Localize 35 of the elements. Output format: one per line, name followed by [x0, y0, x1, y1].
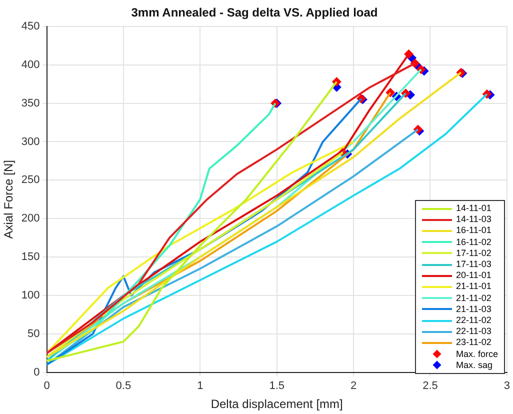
y-tick-label: 100	[21, 290, 40, 302]
legend-label: 21-11-02	[456, 292, 492, 304]
y-tick-label: 250	[21, 174, 40, 186]
legend-label: 22-11-02	[456, 314, 492, 326]
legend-label: 14-11-03	[456, 214, 492, 226]
legend-label: 14-11-01	[456, 202, 492, 214]
legend-label: 20-11-01	[456, 270, 492, 282]
legend-label: 21-11-03	[456, 304, 492, 315]
legend-label: 22-11-03	[456, 326, 492, 338]
y-tick-label: 50	[28, 328, 40, 340]
x-tick-label: 3	[504, 380, 510, 392]
x-tick-label: 0	[44, 380, 50, 392]
x-tick-label: 0.5	[116, 380, 132, 392]
legend-label: 23-11-02	[456, 337, 492, 349]
legend-label: 16-11-01	[456, 225, 492, 237]
legend-label: 17-11-03	[456, 258, 492, 270]
x-tick-label: 1	[197, 380, 204, 392]
legend-label: 17-11-02	[456, 248, 492, 259]
x-tick-label: 1.5	[269, 380, 284, 392]
y-tick-label: 0	[34, 366, 40, 378]
y-axis-title: Axial Force [N]	[2, 160, 16, 239]
legend-label: Max. force	[456, 348, 498, 360]
legend-label: 21-11-01	[456, 281, 492, 293]
y-tick-label: 450	[21, 20, 40, 32]
x-tick-label: 2	[350, 380, 357, 392]
chart-title: 3mm Annealed - Sag delta VS. Applied load	[131, 6, 378, 20]
y-tick-label: 350	[21, 97, 40, 110]
legend-label: 16-11-02	[456, 236, 492, 248]
y-tick-label: 200	[21, 212, 40, 225]
x-tick-label: 2.5	[422, 380, 438, 392]
x-axis-title: Delta displacement [mm]	[210, 397, 343, 412]
y-tick-label: 400	[21, 58, 40, 71]
y-tick-label: 150	[21, 251, 40, 264]
y-tick-label: 300	[21, 136, 40, 148]
legend-label: Max. sag	[456, 360, 492, 371]
